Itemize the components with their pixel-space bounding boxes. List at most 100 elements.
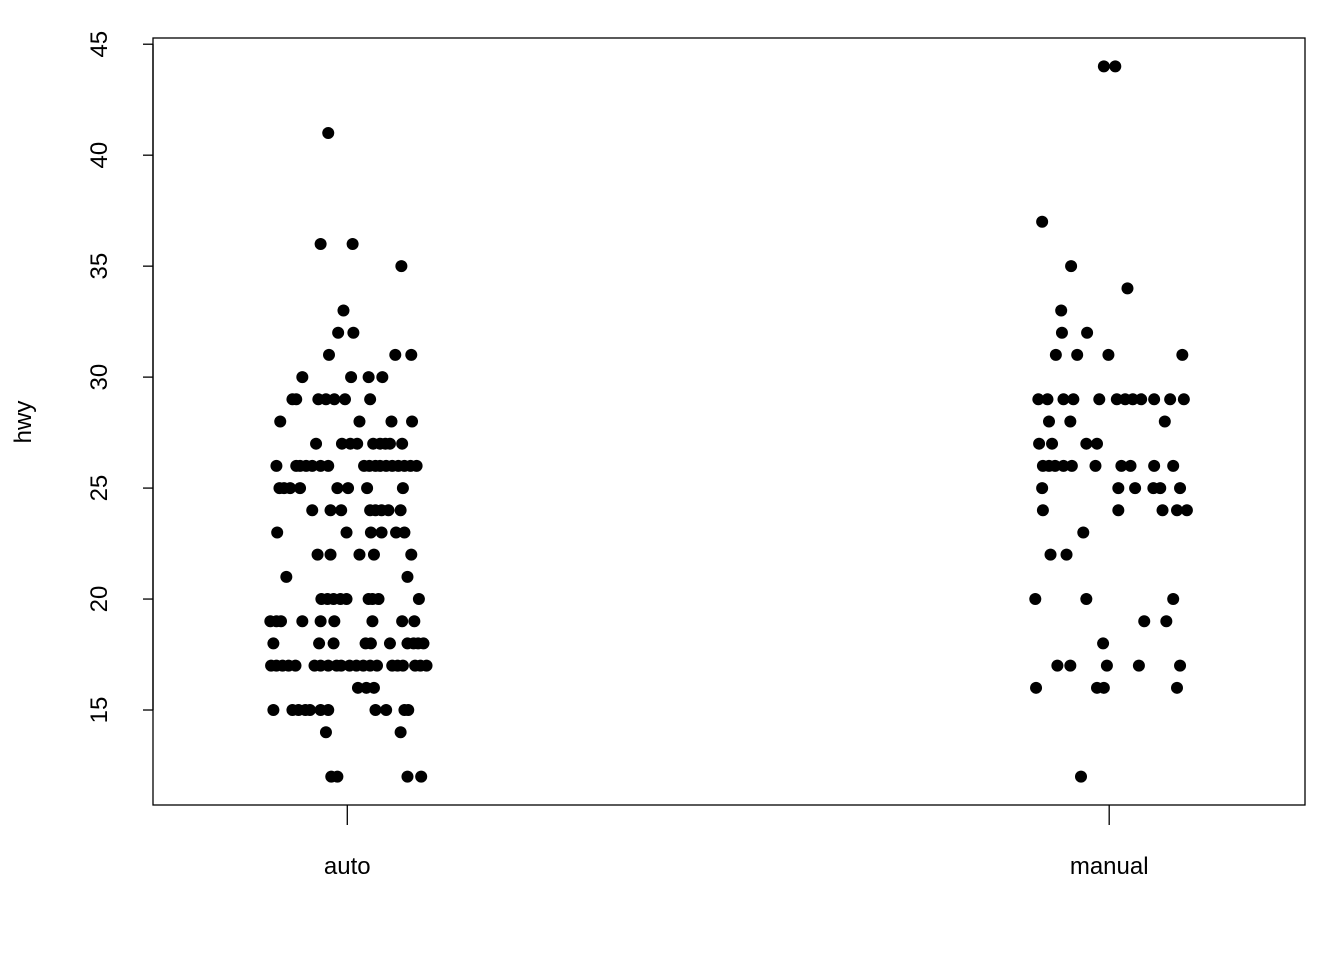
point-manual — [1093, 393, 1106, 406]
point-manual — [1097, 681, 1110, 694]
y-tick-label: 35 — [86, 253, 113, 280]
point-manual — [1036, 504, 1049, 517]
points-layer — [264, 60, 1193, 783]
point-manual — [1064, 415, 1077, 428]
point-manual — [1135, 393, 1148, 406]
point-auto — [420, 659, 433, 672]
point-auto — [290, 393, 303, 406]
point-manual — [1077, 526, 1090, 539]
point-auto — [367, 681, 380, 694]
point-auto — [327, 637, 340, 650]
point-auto — [406, 415, 419, 428]
point-auto — [331, 482, 344, 495]
point-auto — [396, 659, 409, 672]
point-auto — [383, 637, 396, 650]
point-auto — [331, 770, 344, 783]
point-manual — [1032, 393, 1045, 406]
point-manual — [1174, 659, 1187, 672]
point-manual — [1097, 60, 1110, 73]
point-manual — [1174, 482, 1187, 495]
point-auto — [335, 504, 348, 517]
point-auto — [306, 504, 319, 517]
point-manual — [1044, 548, 1057, 561]
point-auto — [353, 548, 366, 561]
point-manual — [1100, 659, 1113, 672]
point-auto — [405, 348, 418, 361]
point-auto — [396, 482, 409, 495]
point-manual — [1109, 60, 1122, 73]
y-axis-label: hwy — [10, 401, 37, 444]
point-manual — [1071, 348, 1084, 361]
point-manual — [1158, 415, 1171, 428]
point-auto — [361, 482, 374, 495]
point-auto — [322, 459, 335, 472]
point-auto — [340, 526, 353, 539]
y-tick-label: 20 — [86, 586, 113, 613]
point-auto — [353, 415, 366, 428]
point-auto — [401, 570, 414, 583]
point-auto — [394, 504, 407, 517]
point-auto — [394, 726, 407, 739]
y-tick-label: 15 — [86, 697, 113, 724]
point-manual — [1164, 393, 1177, 406]
x-tick-label-auto: auto — [324, 853, 371, 880]
point-auto — [323, 348, 335, 361]
plot-frame — [152, 37, 1306, 806]
point-auto — [335, 659, 348, 672]
point-manual — [1112, 482, 1125, 495]
point-auto — [405, 548, 418, 561]
point-manual — [1036, 482, 1049, 495]
point-manual — [1065, 260, 1078, 273]
point-manual — [1091, 437, 1103, 450]
x-axis: auto manual — [324, 805, 1149, 880]
point-auto — [364, 637, 377, 650]
point-manual — [1154, 482, 1167, 495]
point-manual — [1029, 593, 1042, 606]
y-tick-label: 25 — [86, 475, 113, 502]
point-auto — [271, 526, 284, 539]
point-auto — [275, 615, 287, 628]
point-auto — [346, 237, 359, 250]
point-manual — [1115, 459, 1128, 472]
point-auto — [342, 482, 355, 495]
point-manual — [1067, 393, 1080, 406]
point-auto — [274, 415, 287, 428]
point-auto — [367, 548, 380, 561]
point-auto — [371, 659, 383, 672]
point-auto — [390, 526, 403, 539]
point-auto — [310, 437, 323, 450]
point-auto — [311, 548, 324, 561]
point-auto — [396, 615, 409, 628]
point-auto — [380, 704, 393, 717]
point-auto — [322, 704, 335, 717]
point-auto — [267, 704, 280, 717]
point-auto — [337, 304, 350, 317]
point-manual — [1097, 637, 1110, 650]
y-tick-label: 40 — [86, 142, 113, 169]
point-auto — [385, 415, 398, 428]
point-auto — [335, 437, 348, 450]
point-manual — [1080, 437, 1093, 450]
point-auto — [280, 570, 293, 583]
point-auto — [412, 593, 425, 606]
point-auto — [306, 459, 319, 472]
point-auto — [351, 437, 364, 450]
point-auto — [383, 437, 396, 450]
point-auto — [408, 615, 421, 628]
point-manual — [1075, 770, 1087, 783]
point-manual — [1132, 659, 1145, 672]
point-auto — [324, 548, 337, 561]
point-auto — [332, 326, 345, 339]
point-auto — [289, 659, 302, 672]
point-auto — [313, 637, 326, 650]
point-manual — [1121, 282, 1134, 295]
y-tick-label: 30 — [86, 364, 113, 391]
point-manual — [1148, 393, 1161, 406]
point-manual — [1055, 326, 1068, 339]
point-auto — [417, 637, 430, 650]
point-auto — [284, 482, 297, 495]
point-manual — [1060, 548, 1073, 561]
point-manual — [1051, 659, 1064, 672]
point-manual — [1089, 459, 1102, 472]
point-manual — [1046, 437, 1059, 450]
